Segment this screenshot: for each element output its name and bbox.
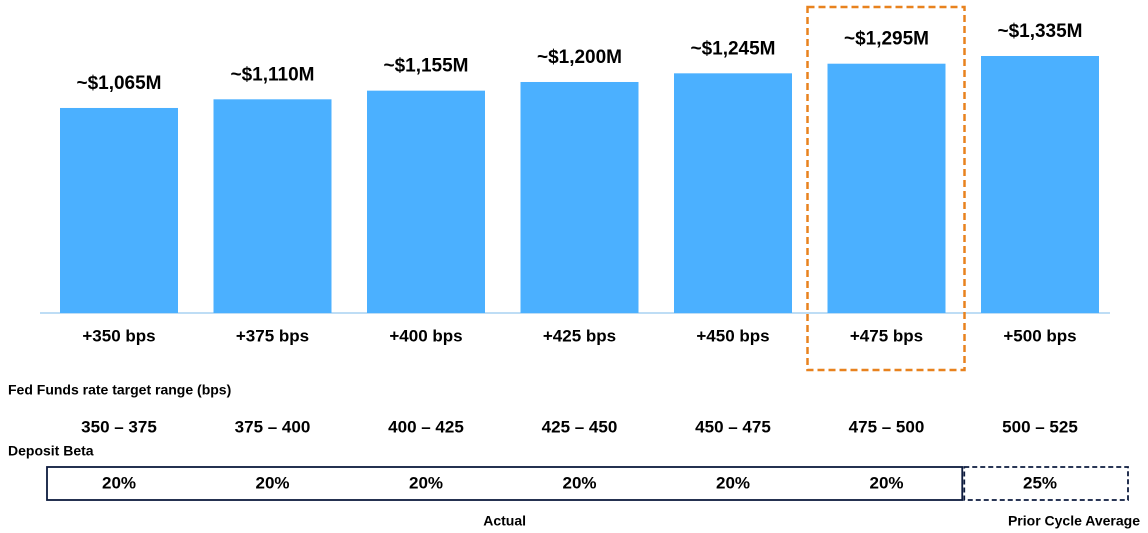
- rate-range: 350 – 375: [81, 417, 157, 436]
- group-label: Actual: [483, 513, 526, 529]
- deposit-beta-label: Deposit Beta: [8, 443, 94, 459]
- value-label: ~$1,245M: [690, 38, 775, 59]
- deposit-beta-value: 20%: [562, 473, 596, 492]
- value-label: ~$1,295M: [844, 29, 929, 50]
- bar: [674, 73, 792, 314]
- group-box: [963, 466, 1129, 501]
- rate-range: 500 – 525: [1002, 417, 1078, 436]
- category-label: +450 bps: [696, 326, 769, 345]
- category-label: +425 bps: [543, 326, 616, 345]
- value-label: ~$1,110M: [231, 64, 315, 85]
- bar: [981, 56, 1099, 313]
- deposit-beta-value: 25%: [1023, 473, 1057, 492]
- bar: [367, 90, 485, 313]
- deposit-beta-value: 20%: [255, 473, 289, 492]
- rate-range: 425 – 450: [542, 417, 618, 436]
- bar: [213, 99, 332, 313]
- rate-range: 400 – 425: [388, 417, 464, 436]
- category-label: +350 bps: [82, 326, 155, 345]
- bar: [520, 81, 639, 313]
- highlight-box: [806, 5, 966, 372]
- category-label: +500 bps: [1003, 326, 1076, 345]
- category-label: +400 bps: [389, 326, 462, 345]
- category-label: +375 bps: [236, 326, 309, 345]
- group-label: Prior Cycle Average: [1008, 513, 1140, 529]
- deposit-beta-value: 20%: [869, 473, 903, 492]
- bar: [60, 107, 178, 313]
- group-box: [46, 466, 964, 501]
- value-label: ~$1,335M: [997, 21, 1082, 42]
- deposit-beta-value: 20%: [102, 473, 136, 492]
- category-label: +475 bps: [850, 326, 923, 345]
- fed-funds-label: Fed Funds rate target range (bps): [8, 382, 231, 398]
- rate-range: 450 – 475: [695, 417, 771, 436]
- bar: [827, 63, 946, 313]
- rate-range: 475 – 500: [849, 417, 925, 436]
- value-label: ~$1,065M: [76, 73, 161, 94]
- value-label: ~$1,155M: [383, 56, 468, 77]
- deposit-beta-value: 20%: [716, 473, 750, 492]
- deposit-beta-value: 20%: [409, 473, 443, 492]
- rate-range: 375 – 400: [235, 417, 311, 436]
- value-label: ~$1,200M: [537, 47, 622, 68]
